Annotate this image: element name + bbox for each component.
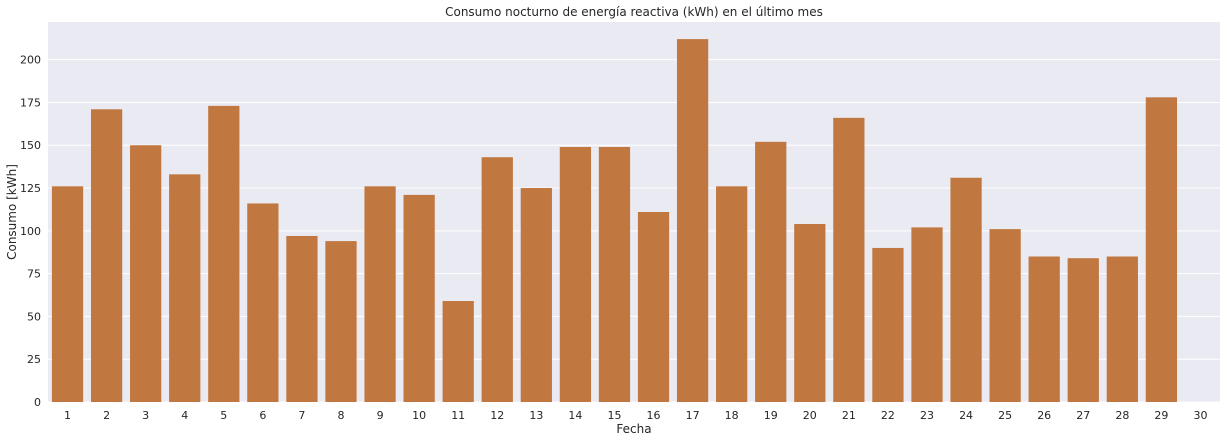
bar — [950, 177, 982, 402]
x-tick-label: 15 — [607, 409, 621, 422]
bar — [1106, 256, 1138, 402]
y-tick-label: 75 — [27, 268, 41, 281]
x-tick-label: 5 — [220, 409, 227, 422]
bar — [51, 186, 84, 402]
bar — [989, 229, 1021, 402]
y-tick-label: 200 — [20, 54, 41, 67]
x-tick-label: 23 — [920, 409, 934, 422]
x-tick-label: 4 — [181, 409, 188, 422]
y-tick-label: 175 — [20, 96, 41, 109]
x-tick-label: 13 — [529, 409, 543, 422]
x-tick-label: 9 — [377, 409, 384, 422]
x-tick-label: 6 — [259, 409, 266, 422]
x-tick-label: 3 — [142, 409, 149, 422]
bar — [364, 186, 396, 402]
y-tick-label: 50 — [27, 310, 41, 323]
x-tick-labels: 1 2 3 4 5 6 7 8 9 10 11 12 13 14 15 16 17 18 19 20 21 22 23 24 2… — [64, 409, 1207, 422]
x-tick-label: 21 — [842, 409, 856, 422]
x-tick-label: 29 — [1154, 409, 1168, 422]
x-tick-label: 1 — [64, 409, 71, 422]
x-tick-label: 28 — [1115, 409, 1129, 422]
x-tick-label: 20 — [803, 409, 817, 422]
bar — [872, 247, 904, 402]
bar — [325, 241, 357, 402]
x-tick-label: 10 — [412, 409, 426, 422]
bar — [755, 141, 787, 402]
x-tick-label: 30 — [1193, 409, 1207, 422]
x-tick-label: 14 — [568, 409, 582, 422]
y-axis-label: Consumo [kWh] — [5, 164, 19, 260]
bar — [911, 227, 943, 402]
x-tick-label: 16 — [647, 409, 661, 422]
bar — [442, 301, 474, 402]
bar — [637, 212, 670, 402]
x-tick-label: 12 — [490, 409, 504, 422]
bar — [598, 146, 631, 402]
x-tick-label: 17 — [686, 409, 700, 422]
x-tick-label: 26 — [1037, 409, 1051, 422]
y-tick-labels: 0 25 50 75 100 125 150 175 200 — [20, 54, 41, 409]
bar — [247, 203, 279, 402]
x-tick-label: 18 — [725, 409, 739, 422]
x-tick-label: 22 — [881, 409, 895, 422]
bar — [520, 188, 552, 402]
x-tick-label: 11 — [451, 409, 465, 422]
bar — [286, 235, 318, 402]
bar — [716, 186, 748, 402]
bar — [130, 145, 162, 403]
grid-lines — [48, 59, 1220, 403]
x-tick-label: 19 — [764, 409, 778, 422]
y-tick-label: 0 — [34, 396, 41, 409]
x-tick-label: 7 — [298, 409, 305, 422]
bar — [90, 109, 123, 402]
bar — [403, 194, 435, 402]
bar — [1145, 97, 1178, 403]
bar — [481, 157, 513, 402]
x-axis-label: Fecha — [616, 422, 651, 436]
y-tick-label: 25 — [27, 353, 41, 366]
bar — [676, 39, 709, 402]
y-tick-label: 150 — [20, 139, 41, 152]
plot-background — [48, 22, 1220, 402]
x-tick-label: 24 — [959, 409, 973, 422]
x-tick-label: 25 — [998, 409, 1012, 422]
x-tick-label: 27 — [1076, 409, 1090, 422]
chart-title: Consumo nocturno de energía reactiva (kW… — [445, 5, 823, 19]
bars — [51, 39, 1178, 403]
bar — [1067, 258, 1099, 402]
y-tick-label: 125 — [20, 182, 41, 195]
bar — [1028, 256, 1060, 402]
x-tick-label: 8 — [338, 409, 345, 422]
bar — [169, 174, 201, 402]
y-tick-label: 100 — [20, 225, 41, 238]
bar — [208, 105, 240, 402]
bar — [559, 146, 592, 402]
bar — [794, 223, 826, 402]
bar — [833, 117, 865, 402]
x-tick-label: 2 — [103, 409, 110, 422]
